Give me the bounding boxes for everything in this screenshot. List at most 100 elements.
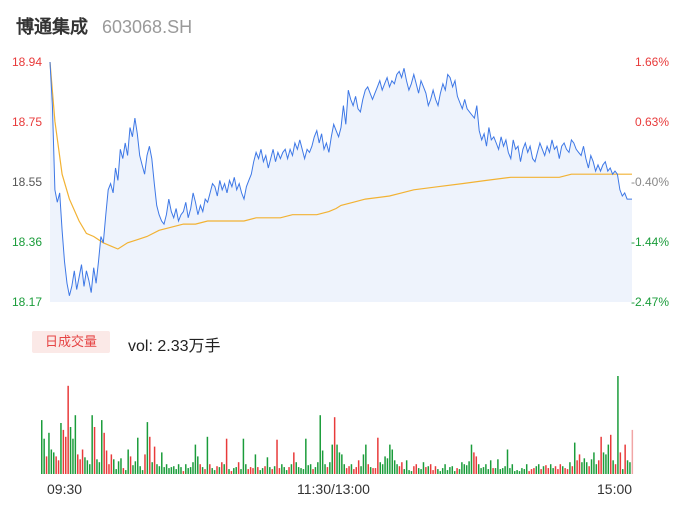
volume-bar (389, 444, 391, 474)
volume-bar (564, 468, 566, 474)
volume-bar (149, 436, 151, 474)
volume-bar (314, 467, 317, 474)
volume-bar (444, 464, 446, 474)
volume-bar (50, 449, 53, 474)
volume-bar (336, 444, 338, 474)
volume-bar (554, 466, 557, 474)
volume-bar (105, 450, 108, 474)
volume-bar (353, 469, 355, 474)
volume-bar (542, 466, 545, 474)
volume-bar (43, 438, 45, 474)
volume-bar (317, 462, 319, 474)
volume-bar (278, 468, 281, 474)
volume-bar (204, 469, 206, 474)
volume-bar (566, 469, 569, 474)
x-tick-label-open: 09:30 (47, 481, 83, 497)
volume-bar (192, 462, 194, 474)
volume-bar (528, 471, 530, 474)
volume-bar (209, 464, 211, 474)
volume-bar (367, 464, 369, 474)
volume-bar (122, 468, 125, 474)
stock-header: 博通集成 603068.SH (16, 13, 192, 39)
volume-bar (523, 469, 526, 474)
volume-bar (401, 462, 403, 474)
volume-bar (144, 454, 146, 474)
y-tick-label-left: 18.94 (12, 55, 43, 69)
y-tick-label-right: -0.40% (630, 175, 669, 189)
volume-bar (41, 420, 43, 474)
volume-bar (242, 438, 245, 474)
volume-bar (549, 464, 552, 474)
volume-bar (240, 469, 242, 474)
volume-bar (329, 462, 331, 474)
volume-bar (415, 464, 418, 474)
volume-bar (458, 469, 461, 474)
volume-bar (65, 436, 67, 474)
volume-bar (113, 459, 115, 474)
volume-bar (185, 464, 187, 474)
volume-bar (396, 464, 398, 474)
volume-bar (425, 467, 427, 474)
volume-bar (161, 452, 163, 474)
volume-bar (312, 469, 314, 474)
y-tick-label-right: 0.63% (634, 115, 669, 129)
volume-bar (53, 452, 55, 474)
volume-bar (605, 454, 607, 474)
volume-bar (453, 471, 456, 474)
y-tick-label-left: 18.75 (12, 115, 43, 129)
volume-bar (410, 471, 413, 474)
volume-bar (324, 464, 326, 474)
volume-bar (501, 468, 504, 474)
stock-code: 603068.SH (102, 17, 193, 37)
volume-tab[interactable]: 日成交量 (32, 331, 110, 353)
volume-bar (372, 468, 374, 474)
volume-summary: vol: 2.33万手 (128, 338, 221, 355)
volume-bar (547, 468, 550, 474)
volume-bar (521, 468, 523, 474)
volume-bar (62, 429, 65, 474)
volume-bar (273, 466, 276, 474)
volume-bar (98, 462, 101, 474)
volume-bar (134, 461, 137, 474)
stock-name: 博通集成 (16, 17, 88, 37)
volume-bar (67, 385, 69, 474)
volume-bar (552, 468, 554, 474)
volume-bar (307, 465, 309, 474)
volume-bar (432, 470, 434, 474)
volume-bar (588, 466, 590, 474)
volume-bar (86, 460, 89, 474)
volume-bar (357, 460, 360, 474)
volume-bar (45, 456, 48, 474)
volume-bar (607, 444, 610, 474)
volume-bar (441, 468, 444, 474)
volume-bar (187, 468, 189, 474)
volume-bar (237, 462, 240, 474)
volume-bar (84, 457, 86, 474)
volume-bar (55, 456, 57, 474)
volume-bar (302, 469, 305, 474)
volume-bar (624, 444, 626, 474)
volume-bar (513, 471, 516, 474)
volume-bar (379, 462, 381, 474)
volume-bar (168, 468, 170, 474)
volume-bar (266, 457, 269, 474)
volume-bar (175, 469, 177, 474)
volume-bar (473, 452, 475, 474)
volume-bar (290, 464, 293, 474)
volume-bar (350, 464, 353, 474)
volume-bar (259, 470, 261, 474)
y-tick-label-right: -1.44% (630, 235, 669, 249)
volume-chart-area (41, 376, 634, 474)
volume-bar (504, 466, 506, 474)
volume-bar (511, 464, 514, 474)
volume-bar (285, 470, 288, 474)
volume-bar (221, 462, 223, 474)
volume-bar (283, 467, 285, 474)
volume-bar (79, 459, 81, 474)
x-tick-label-midday: 11:30/13:00 (297, 481, 370, 497)
volume-bar (158, 466, 161, 474)
volume-bar (374, 468, 377, 474)
volume-bar (137, 437, 139, 474)
volume-bar (386, 458, 389, 474)
volume-bar (533, 468, 535, 474)
